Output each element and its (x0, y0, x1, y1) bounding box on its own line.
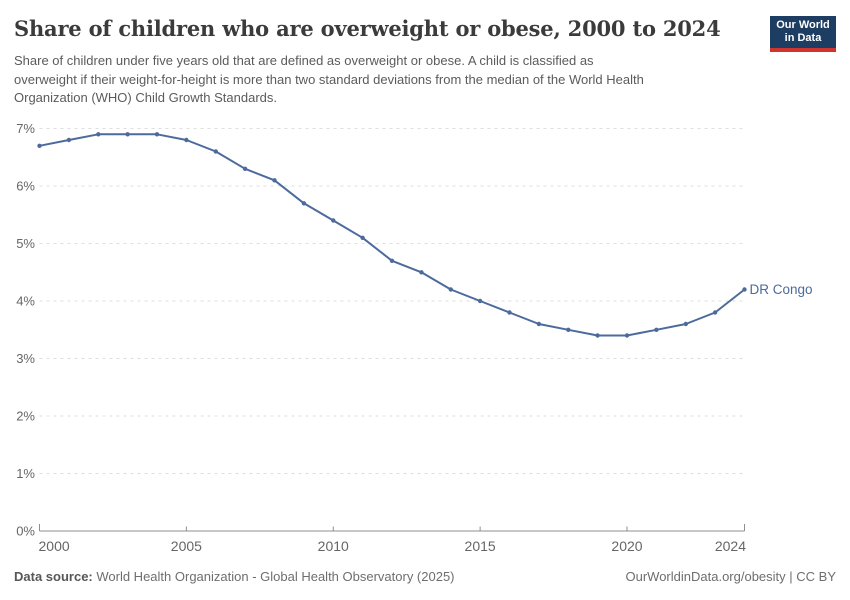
data-point (654, 327, 659, 332)
chart-footer: Data source: World Health Organization -… (14, 569, 836, 584)
y-tick-label: 5% (16, 236, 35, 251)
data-point (624, 333, 630, 338)
subtitle-line: Organization (WHO) Child Growth Standard… (14, 90, 277, 105)
data-source-label: Data source: (14, 569, 93, 584)
data-point (536, 321, 542, 327)
y-tick-label: 3% (16, 351, 35, 366)
chart-canvas[interactable]: 0% 1% 2% 3% 4% 5% 6% 7% 2000 2005 2010 2015 2020 2024… (0, 0, 850, 565)
series-line[interactable] (38, 133, 746, 337)
data-point (507, 310, 512, 315)
data-source: Data source: World Health Organization -… (14, 569, 455, 584)
x-tick-label: 2015 (465, 538, 496, 554)
data-point (566, 327, 571, 332)
series-end-label[interactable]: DR Congo (750, 282, 813, 297)
owid-logo[interactable]: Our World in Data (770, 16, 836, 52)
data-point (96, 132, 101, 137)
y-tick-label: 0% (16, 524, 35, 539)
data-point (389, 258, 395, 263)
y-tick-label: 2% (16, 409, 35, 424)
data-point (37, 143, 42, 148)
data-point (301, 201, 307, 206)
data-point (448, 287, 453, 292)
license-link[interactable]: OurWorldinData.org/obesity | CC BY (625, 569, 837, 584)
data-point (331, 218, 336, 223)
page-title: Share of children who are overweight or … (14, 16, 721, 41)
owid-logo-line2: in Data (784, 32, 822, 44)
chart-subtitle: Share of children under five years old t… (14, 52, 759, 108)
data-point (125, 132, 130, 137)
x-tick-label: 2020 (611, 538, 642, 554)
subtitle-line: Share of children under five years old t… (14, 53, 594, 68)
data-point (683, 321, 688, 327)
data-point (419, 270, 424, 275)
data-point (712, 310, 718, 315)
data-point (360, 235, 365, 240)
data-point (595, 333, 600, 338)
y-tick-label: 1% (16, 466, 35, 481)
x-tick-label: 2000 (39, 538, 70, 554)
y-tick-label: 4% (16, 294, 35, 309)
x-tick-label: 2005 (171, 538, 202, 554)
subtitle-line: overweight if their weight-for-height is… (14, 71, 644, 87)
data-point (213, 149, 218, 154)
data-point (242, 166, 248, 171)
x-tick-label: 2010 (318, 538, 349, 554)
y-tick-label: 6% (16, 179, 35, 194)
data-point (184, 137, 189, 143)
data-point (66, 137, 72, 143)
owid-logo-line1: Our World (776, 19, 830, 31)
data-source-value: World Health Organization - Global Healt… (92, 569, 455, 584)
data-point (742, 287, 747, 292)
data-point (154, 132, 160, 137)
data-point (272, 178, 277, 183)
x-tick-label: 2024 (715, 538, 746, 554)
y-tick-label: 7% (16, 121, 35, 136)
data-point (477, 298, 483, 304)
